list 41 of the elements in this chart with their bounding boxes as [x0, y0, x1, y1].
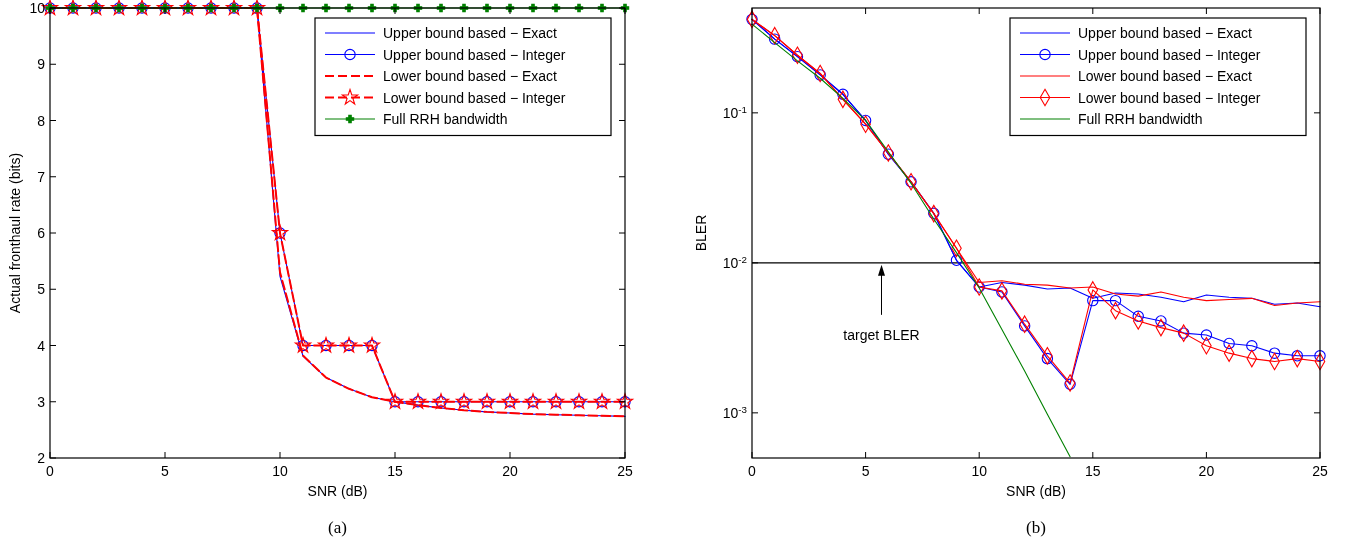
y-tick-label: 8: [37, 112, 46, 129]
legend-label: Lower bound based − Integer: [383, 89, 566, 106]
y-tick-label: 10$^{-1}$: [722, 103, 747, 121]
x-tick-label: 0: [748, 463, 757, 479]
y-tick-label: 10$^{-2}$: [722, 253, 747, 271]
annotation: target BLER: [843, 326, 920, 343]
legend-label: Lower bound based − Exact: [1078, 68, 1253, 84]
y-tick-label: 2: [37, 450, 46, 466]
y-tick-label: 9: [37, 56, 46, 73]
x-tick-label: 10: [272, 463, 288, 479]
y-tick-label: 10$^{-3}$: [722, 403, 748, 421]
x-tick-label: 15: [387, 463, 403, 479]
y-tick-label: 10: [29, 0, 46, 16]
x-tick-label: 10: [971, 463, 988, 479]
legend-label: Lower bound based − Integer: [1078, 89, 1261, 106]
text: (b): [1026, 518, 1046, 537]
y-tick-label: 4: [37, 337, 46, 354]
y-tick-label: 5: [37, 281, 46, 298]
x-tick-label: 20: [1198, 463, 1215, 479]
legend-label: Upper bound based − Integer: [1078, 46, 1261, 63]
x-tick-label: 20: [502, 463, 518, 479]
legend-label: Upper bound based − Exact: [1078, 25, 1253, 41]
text: (a): [328, 518, 347, 537]
x-axis-title: SNR (dB): [307, 483, 368, 499]
x-axis-title: SNR (dB): [1006, 483, 1066, 499]
legend-label: Lower bound based − Exact: [383, 68, 558, 84]
x-tick-label: 5: [861, 463, 870, 479]
x-tick-label: 0: [46, 463, 55, 479]
x-tick-label: 25: [1312, 463, 1328, 479]
y-axis-title: Actual fronthaul rate (bits): [7, 152, 23, 314]
y-tick-label: 6: [37, 225, 46, 241]
y-tick-label: 3: [37, 393, 46, 410]
legend-label: Full RRH bandwidth: [383, 111, 508, 127]
y-tick-label: 7: [37, 168, 46, 185]
legend-label: Full RRH bandwidth: [1078, 111, 1203, 127]
legend-label: Upper bound based − Integer: [383, 46, 566, 63]
legend-label: Upper bound based − Exact: [383, 25, 558, 41]
y-axis-title: BLER: [693, 214, 709, 252]
x-tick-label: 15: [1085, 463, 1101, 479]
x-tick-label: 5: [161, 463, 170, 479]
x-tick-label: 25: [617, 463, 633, 479]
